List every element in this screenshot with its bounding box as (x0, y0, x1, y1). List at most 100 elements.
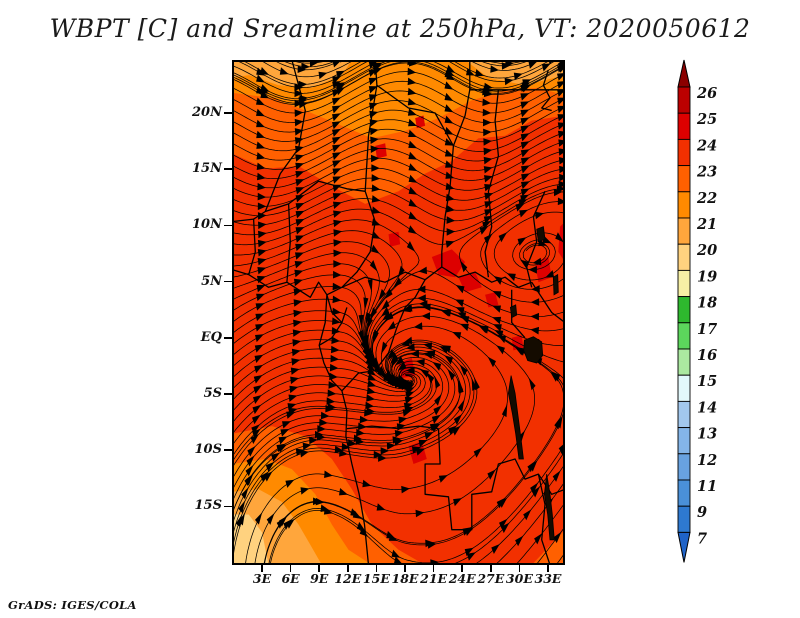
arrowhead-icon (365, 401, 374, 410)
arrowhead-icon (445, 171, 455, 179)
arrowhead-icon (501, 522, 510, 534)
arrowhead-icon (332, 295, 342, 304)
border-line (326, 294, 343, 324)
lake-shape (543, 474, 555, 541)
y-tick-label: 15S (194, 498, 222, 514)
arrowhead-icon (324, 470, 333, 478)
arrowhead-icon (241, 487, 249, 500)
arrowhead-icon (332, 193, 342, 201)
border-line (484, 89, 500, 278)
arrowhead-icon (521, 165, 530, 174)
streamline (232, 141, 565, 189)
colorbar-segment (677, 191, 691, 219)
arrowhead-icon (426, 372, 435, 384)
arrowhead-icon (445, 68, 455, 77)
y-tick-mark (224, 337, 232, 339)
arrowhead-icon (253, 375, 263, 384)
streamline (232, 61, 565, 104)
arrowhead-icon (359, 415, 369, 424)
arrowhead-icon (302, 442, 312, 451)
x-tick-label: 33E (534, 571, 562, 586)
arrowhead-icon (256, 152, 266, 160)
arrowhead-icon (446, 204, 455, 213)
colorbar-arrow-down (677, 531, 691, 563)
y-tick-label: 5S (203, 386, 222, 401)
arrowhead-icon (416, 285, 426, 294)
arrowhead-icon (331, 336, 340, 344)
arrowhead-icon (452, 425, 461, 436)
arrowhead-icon (356, 521, 366, 532)
arrowhead-icon (309, 436, 318, 445)
arrowhead-icon (483, 128, 492, 137)
arrowhead-icon (290, 367, 300, 375)
streamline (232, 159, 565, 207)
arrowhead-icon (483, 138, 492, 146)
colorbar-segment (677, 322, 691, 350)
arrowhead-icon (371, 164, 380, 172)
arrowhead-icon (515, 203, 525, 212)
arrowhead-icon (388, 533, 398, 541)
plot-title: WBPT [C] and Sreamline at 250hPa, VT: 20… (49, 14, 751, 43)
arrowhead-icon (393, 277, 402, 288)
arrowhead-icon (332, 128, 341, 137)
arrowhead-icon (420, 369, 429, 378)
arrowhead-icon (256, 293, 265, 302)
x-tick-label: 24E (448, 571, 476, 586)
arrowhead-icon (295, 203, 305, 211)
arrowhead-icon (332, 282, 342, 291)
arrowhead-icon (393, 556, 403, 565)
arrowhead-icon (371, 174, 381, 182)
arrowhead-icon (444, 126, 454, 135)
colorbar-label: 21 (696, 216, 717, 233)
arrowhead-icon (406, 343, 415, 351)
arrowhead-icon (300, 450, 309, 458)
grads-credit: GrADS: IGES/COLA (8, 598, 137, 612)
arrowhead-icon (369, 127, 379, 136)
arrowhead-icon (362, 479, 372, 488)
arrowhead-icon (408, 198, 418, 208)
arrowhead-icon (408, 225, 417, 234)
arrowhead-icon (256, 284, 266, 293)
arrowhead-icon (520, 141, 530, 150)
colorbar-svg: 26 25 24 23 22 21 20 19 18 17 16 15 14 13 12 11 9 7 (677, 59, 717, 563)
arrowhead-icon (297, 65, 307, 73)
arrowhead-icon (295, 219, 305, 227)
arrowhead-icon (520, 157, 530, 166)
arrowhead-icon (407, 67, 417, 76)
border-line (341, 279, 426, 392)
border-line (346, 425, 439, 430)
lake-shape (523, 336, 544, 364)
arrowhead-icon (520, 117, 530, 126)
arrowhead-icon (520, 93, 530, 101)
arrowhead-icon (442, 345, 451, 354)
arrowhead-icon (246, 455, 255, 467)
arrowhead-icon (530, 482, 539, 494)
arrowhead-icon (487, 469, 496, 480)
arrowhead-icon (371, 184, 381, 192)
arrowhead-icon (257, 239, 267, 248)
arrowhead-icon (293, 299, 303, 307)
lake-shape (509, 304, 518, 319)
arrowhead-icon (295, 210, 305, 219)
colorbar-label: 12 (697, 452, 717, 469)
arrowhead-icon (532, 257, 542, 266)
x-tick-mark (490, 565, 492, 572)
arrowhead-icon (520, 101, 530, 109)
border-line (511, 289, 526, 339)
arrowhead-icon (445, 240, 455, 248)
arrowhead-icon (421, 312, 430, 320)
x-tick-mark (547, 565, 549, 572)
arrowhead-icon (398, 416, 408, 424)
colorbar-label: 16 (697, 347, 717, 364)
arrowhead-icon (371, 244, 380, 254)
arrowhead-icon (394, 430, 404, 438)
arrowhead-icon (408, 129, 417, 137)
arrowhead-icon (332, 317, 341, 325)
arrowhead-icon (407, 98, 417, 106)
arrowhead-icon (347, 439, 357, 447)
arrowhead-icon (294, 99, 304, 108)
arrowhead-icon (256, 108, 265, 117)
streamline (263, 307, 565, 565)
x-tick-label: 18E (391, 571, 419, 586)
arrowhead-icon (418, 439, 428, 448)
